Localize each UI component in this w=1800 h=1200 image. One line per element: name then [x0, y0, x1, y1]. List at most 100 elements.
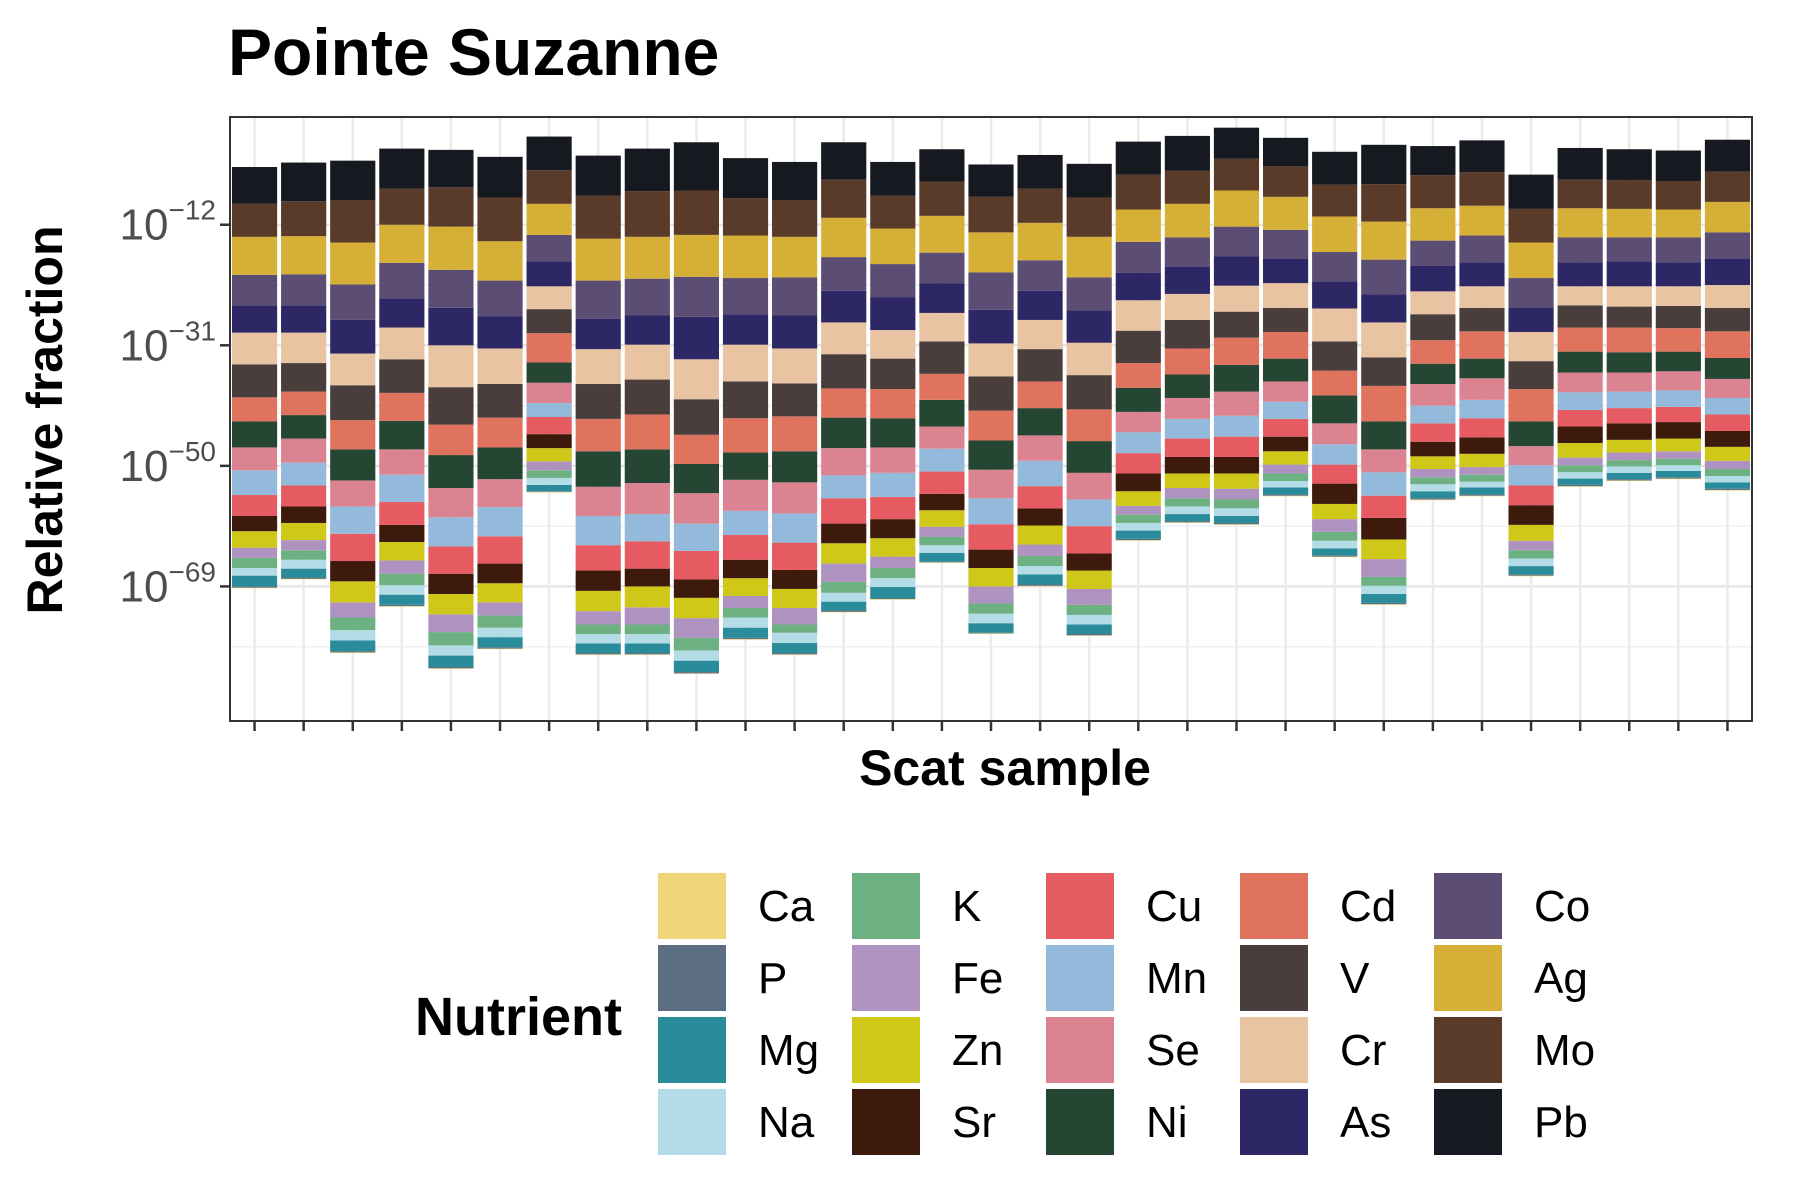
bar-segment-cd: [870, 389, 916, 419]
bar-segment-ca: [1115, 540, 1161, 541]
legend-swatch: [658, 1089, 726, 1155]
bar-segment-sr: [330, 561, 376, 582]
bar-segment-ca: [1606, 480, 1652, 482]
bar-sample-28: [1557, 147, 1603, 487]
bar-segment-ca: [870, 599, 916, 600]
bar-segment-co: [1361, 259, 1407, 295]
bar-segment-v: [330, 385, 376, 421]
legend-item-as: As: [1240, 1089, 1391, 1155]
bar-segment-v: [772, 383, 818, 417]
bar-segment-zn: [870, 538, 916, 557]
bar-segment-se: [870, 447, 916, 473]
bar-segment-ni: [772, 451, 818, 483]
bar-segment-ca: [1557, 486, 1603, 487]
legend-label: Zn: [952, 1026, 1003, 1075]
bar-segment-p: [870, 598, 916, 600]
bar-sample-9: [624, 148, 670, 655]
bar-segment-mg: [968, 623, 1014, 633]
legend-label: Mn: [1146, 954, 1207, 1003]
bar-segment-cu: [1459, 418, 1505, 438]
bar-segment-zn: [722, 578, 769, 596]
bar-segment-sr: [1164, 456, 1210, 474]
bar-segment-fe: [1606, 452, 1652, 461]
bar-segment-mo: [1312, 184, 1358, 217]
bar-segment-cu: [477, 536, 523, 564]
bar-segment-ni: [1410, 363, 1456, 384]
bar-segment-zn: [772, 588, 818, 608]
bar-sample-31: [1704, 139, 1751, 491]
bar-segment-fe: [624, 607, 670, 625]
bar-segment-p: [673, 672, 719, 674]
bar-segment-ca: [1704, 489, 1751, 491]
bar-segment-pb: [379, 148, 425, 189]
bar-segment-cr: [722, 344, 769, 382]
bar-segment-cu: [919, 471, 965, 494]
bar-sample-5: [428, 149, 474, 669]
legend-label: Ni: [1146, 1098, 1188, 1147]
bar-segment-k: [772, 624, 818, 633]
bar-segment-sr: [1410, 441, 1456, 457]
bar-segment-p: [1508, 574, 1554, 576]
bar-segment-cu: [624, 541, 670, 569]
bar-segment-p: [1164, 521, 1210, 523]
bar-segment-ni: [477, 447, 523, 480]
bar-segment-zn: [281, 522, 327, 541]
bar-segment-mn: [330, 506, 376, 534]
bar-segment-v: [1410, 314, 1456, 341]
bar-segment-se: [1655, 371, 1701, 391]
bar-segment-mn: [919, 448, 965, 472]
bar-segment-cd: [428, 424, 474, 456]
bar-segment-sr: [1066, 553, 1112, 571]
bar-segment-sr: [1017, 508, 1063, 526]
bar-segment-mn: [1213, 415, 1260, 437]
bar-segment-ni: [330, 449, 376, 481]
bar-segment-se: [477, 479, 523, 508]
bar-segment-pb: [968, 164, 1014, 197]
bar-segment-ni: [1017, 408, 1063, 436]
bar-segment-k: [1115, 514, 1161, 523]
bar-segment-p: [624, 653, 670, 655]
bar-segment-ag: [330, 242, 376, 285]
bar-segment-ag: [1508, 242, 1554, 279]
bar-segment-co: [870, 264, 916, 298]
bar-segment-p: [1606, 479, 1652, 481]
bar-segment-fe: [330, 602, 376, 618]
bar-sample-4: [379, 148, 425, 607]
bar-segment-se: [772, 482, 818, 514]
bar-segment-ca: [526, 491, 572, 493]
bar-segment-mg: [870, 587, 916, 599]
y-tick-label: 10−50: [120, 436, 216, 491]
bar-segment-ag: [1263, 196, 1309, 230]
bar-segment-v: [1459, 307, 1505, 332]
bar-segment-mo: [821, 179, 867, 218]
bar-segment-cr: [919, 312, 965, 342]
legend-label: Co: [1534, 882, 1590, 931]
bar-segment-as: [870, 297, 916, 331]
legend-label: Cu: [1146, 882, 1202, 931]
bar-sample-14: [870, 161, 916, 600]
bar-segment-as: [1115, 272, 1161, 301]
bar-segment-k: [330, 617, 376, 631]
bar-segment-k: [919, 536, 965, 546]
bar-segment-na: [428, 645, 474, 656]
bar-segment-cu: [1312, 464, 1358, 484]
bar-segment-ca: [330, 652, 376, 654]
bar-sample-8: [575, 155, 621, 655]
bar-segment-as: [281, 305, 327, 333]
bar-segment-co: [1606, 237, 1652, 262]
bar-segment-fe: [379, 560, 425, 574]
legend-label: Mo: [1534, 1026, 1595, 1075]
bar-segment-mg: [1606, 472, 1652, 480]
bar-segment-v: [477, 384, 523, 418]
bar-segment-ag: [1410, 208, 1456, 241]
bar-segment-v: [281, 363, 327, 392]
bar-segment-ni: [673, 463, 719, 494]
bar-segment-k: [1606, 460, 1652, 467]
bar-segment-ni: [1115, 387, 1161, 412]
bar-segment-ag: [281, 236, 327, 275]
bar-segment-ca: [281, 578, 327, 580]
bar-segment-pb: [673, 142, 719, 191]
bar-segment-cd: [379, 392, 425, 421]
bar-segment-cd: [575, 418, 621, 452]
y-tick-label: 10−31: [120, 315, 216, 370]
